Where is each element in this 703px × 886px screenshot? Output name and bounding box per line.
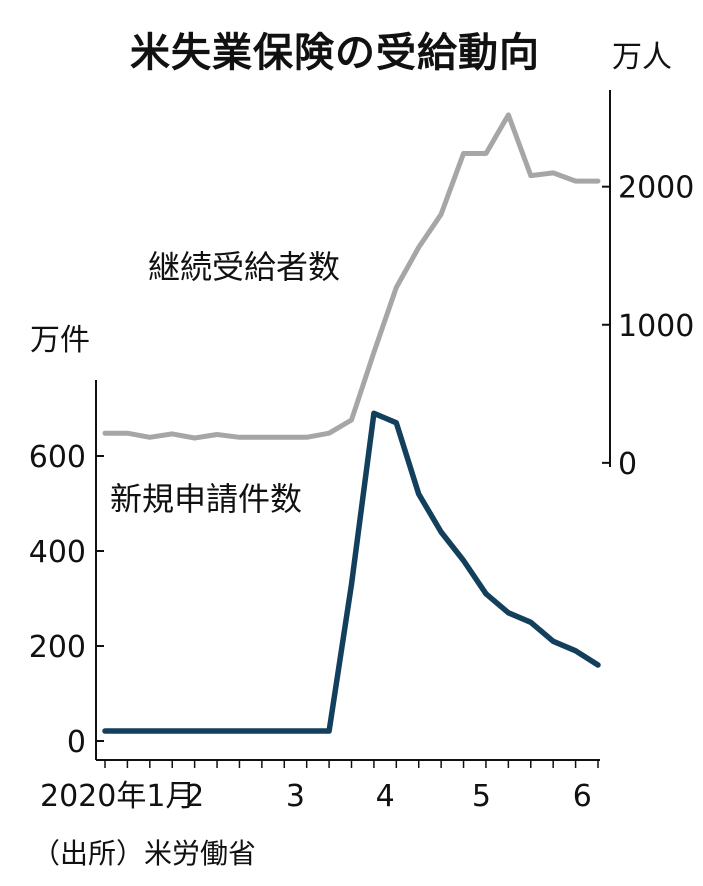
- left-axis-tick-label: 0: [67, 725, 86, 760]
- left-axis-tick-label: 600: [29, 440, 86, 475]
- x-axis-tick-label: 3: [286, 779, 305, 814]
- x-axis-tick-label: 2020年1月: [40, 779, 195, 814]
- left-axis-tick-label: 200: [29, 630, 86, 665]
- x-axis-tick-label: 4: [376, 779, 395, 814]
- right-axis-tick-label: 1000: [618, 309, 694, 344]
- right-axis-tick-label: 0: [618, 447, 637, 482]
- x-axis-tick-label: 5: [472, 779, 491, 814]
- series-line-1: [102, 112, 601, 441]
- right-axis-unit: 万人: [612, 40, 672, 75]
- series-label-2: 新規申請件数: [110, 480, 302, 518]
- chart-title: 米失業保険の受給動向: [130, 30, 540, 76]
- x-axis-tick-label: 6: [573, 779, 592, 814]
- right-axis-tick-label: 2000: [618, 171, 694, 206]
- source-note: （出所）米労働省: [32, 837, 257, 870]
- x-axis-tick-label: 2: [185, 779, 204, 814]
- series-line-2: [102, 410, 601, 734]
- left-axis-tick-label: 400: [29, 535, 86, 570]
- series-label-1: 継続受給者数: [148, 248, 340, 286]
- left-axis-unit: 万件: [30, 323, 90, 358]
